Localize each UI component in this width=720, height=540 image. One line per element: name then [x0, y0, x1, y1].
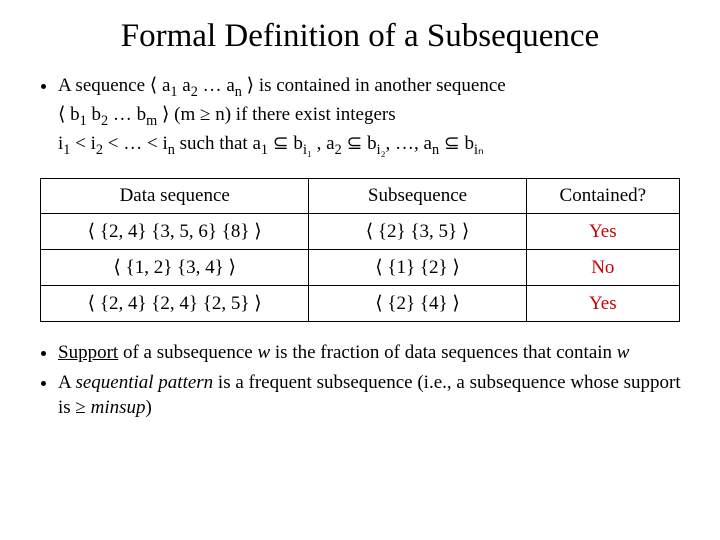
table-header-row: Data sequence Subsequence Contained? — [41, 179, 680, 214]
table-row: ⟨ {2, 4} {3, 5, 6} {8} ⟩ ⟨ {2} {3, 5} ⟩ … — [41, 214, 680, 250]
minsup-term: minsup — [91, 397, 146, 418]
txt: b — [87, 104, 101, 125]
txt: , a — [312, 133, 335, 154]
col-subsequence: Subsequence — [309, 179, 526, 214]
sub: m — [146, 113, 157, 129]
sub: 1 — [80, 113, 87, 129]
txt: a — [178, 75, 191, 96]
cell-contained: No — [526, 250, 679, 286]
txt: of a subsequence — [118, 342, 257, 363]
cell-sub: ⟨ {2} {4} ⟩ — [309, 286, 526, 322]
definition-text: A sequence ⟨ a1 a2 … an ⟩ is contained i… — [58, 73, 690, 160]
col-data-sequence: Data sequence — [41, 179, 309, 214]
sub: iₙ — [474, 142, 484, 158]
support-definition: Support of a subsequence w is the fracti… — [58, 340, 690, 366]
cell-data: ⟨ {2, 4} {3, 5, 6} {8} ⟩ — [41, 214, 309, 250]
seq-pattern-term: sequential pattern — [75, 372, 213, 393]
txt: is the fraction of data sequences that c… — [270, 342, 617, 363]
txt: A sequence ⟨ a — [58, 75, 170, 96]
txt: ⊆ b — [342, 133, 377, 154]
cell-contained: Yes — [526, 286, 679, 322]
w-var: w — [257, 342, 270, 363]
subsequence-table: Data sequence Subsequence Contained? ⟨ {… — [40, 178, 680, 322]
sub: 2 — [191, 84, 198, 100]
sequential-pattern-definition: A sequential pattern is a frequent subse… — [58, 370, 690, 421]
definition-bullet: A sequence ⟨ a1 a2 … an ⟩ is contained i… — [30, 73, 690, 160]
sub: n — [168, 142, 175, 158]
txt: ) — [146, 397, 152, 418]
cell-data: ⟨ {2, 4} {2, 4} {2, 5} ⟩ — [41, 286, 309, 322]
slide-title: Formal Definition of a Subsequence — [30, 18, 690, 55]
cell-data: ⟨ {1, 2} {3, 4} ⟩ — [41, 250, 309, 286]
table-row: ⟨ {1, 2} {3, 4} ⟩ ⟨ {1} {2} ⟩ No — [41, 250, 680, 286]
txt: such that a — [175, 133, 261, 154]
sub: 2 — [96, 142, 103, 158]
txt: ⟩ is contained in another sequence — [242, 75, 506, 96]
sub: 1 — [170, 84, 177, 100]
col-contained: Contained? — [526, 179, 679, 214]
w-var: w — [617, 342, 630, 363]
sub: n — [235, 84, 242, 100]
sub: 1 — [261, 142, 268, 158]
sub: 2 — [335, 142, 342, 158]
txt: , …, a — [386, 133, 432, 154]
txt: A — [58, 372, 75, 393]
txt: ⟨ b — [58, 104, 80, 125]
txt: ⊆ b — [268, 133, 303, 154]
sub: i₁ — [303, 142, 312, 158]
txt: ⟩ (m ≥ n) if there exist integers — [157, 104, 395, 125]
table-row: ⟨ {2, 4} {2, 4} {2, 5} ⟩ ⟨ {2} {4} ⟩ Yes — [41, 286, 680, 322]
cell-sub: ⟨ {2} {3, 5} ⟩ — [309, 214, 526, 250]
txt: ⊆ b — [439, 133, 474, 154]
txt: < i — [70, 133, 96, 154]
cell-contained: Yes — [526, 214, 679, 250]
cell-sub: ⟨ {1} {2} ⟩ — [309, 250, 526, 286]
support-underline: Support — [58, 342, 118, 363]
support-bullets: Support of a subsequence w is the fracti… — [30, 340, 690, 421]
txt: … b — [108, 104, 146, 125]
txt: < … < i — [103, 133, 168, 154]
sub: i₂ — [377, 142, 386, 158]
txt: … a — [198, 75, 235, 96]
